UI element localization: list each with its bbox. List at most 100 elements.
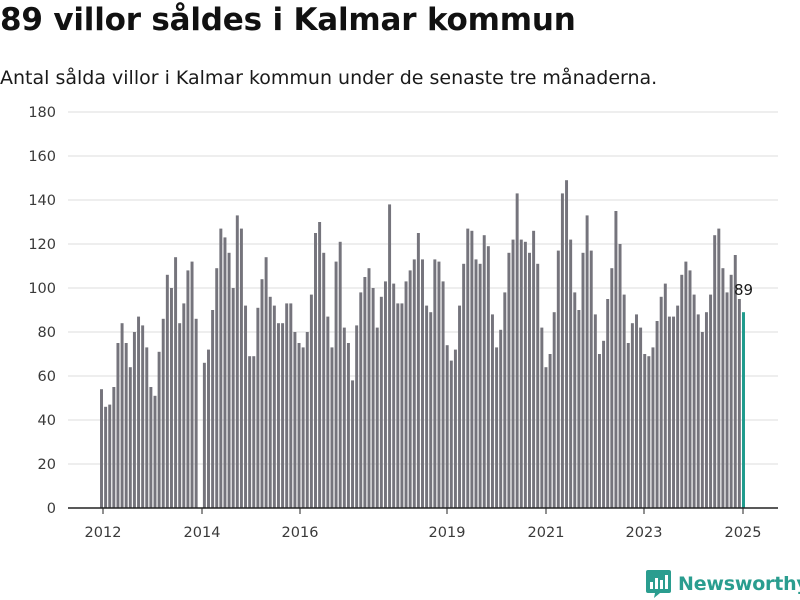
bar <box>153 395 157 508</box>
bar <box>248 356 252 508</box>
bar <box>622 294 626 508</box>
bar <box>342 327 346 508</box>
bar <box>696 314 700 508</box>
bar <box>132 332 136 508</box>
bar <box>375 327 379 508</box>
x-axis-ticks: 2012 2014 2016 2019 2021 2023 2025 <box>85 508 761 541</box>
bar <box>293 332 297 508</box>
bar <box>630 323 634 508</box>
bar <box>560 193 564 508</box>
x-tick-label: 2021 <box>528 525 565 541</box>
bar <box>165 274 169 508</box>
bar <box>659 296 663 508</box>
bar <box>614 211 618 508</box>
bar <box>239 228 243 508</box>
bar <box>194 318 198 508</box>
bar <box>363 277 367 508</box>
bar <box>326 316 330 508</box>
bar <box>297 343 301 508</box>
bar <box>585 215 589 508</box>
bar <box>207 349 210 508</box>
y-tick-label: 120 <box>28 237 56 253</box>
bar <box>231 288 235 508</box>
bar <box>499 329 503 508</box>
bar <box>478 263 482 508</box>
bar <box>178 323 182 508</box>
bar <box>182 303 186 508</box>
bar <box>174 257 178 508</box>
bar <box>322 252 326 508</box>
bar <box>128 367 132 508</box>
bar <box>515 193 519 508</box>
y-axis-ticks: 0 20 40 60 80 100 120 140 160 180 <box>28 105 56 517</box>
bar <box>470 230 474 509</box>
bar <box>396 303 400 508</box>
bar <box>112 387 116 508</box>
bar <box>733 255 737 508</box>
bar <box>449 360 453 508</box>
bar <box>692 294 696 508</box>
y-tick-label: 100 <box>28 281 56 297</box>
bar <box>285 303 289 508</box>
bar <box>589 250 593 508</box>
bar <box>215 268 219 508</box>
bar <box>334 261 338 508</box>
bar <box>474 259 478 508</box>
bar <box>359 292 363 508</box>
bar <box>540 327 544 508</box>
bar <box>597 354 601 508</box>
bar <box>466 228 470 508</box>
bar <box>519 239 523 508</box>
bar <box>314 233 317 508</box>
bar <box>149 387 153 508</box>
bar <box>684 261 688 508</box>
bar <box>268 296 272 508</box>
bar <box>104 406 108 508</box>
bar <box>338 241 342 509</box>
bar <box>709 294 713 508</box>
bar <box>639 327 643 508</box>
bar <box>643 354 647 508</box>
bar <box>137 316 141 508</box>
bar <box>647 356 651 508</box>
bar <box>618 244 622 508</box>
bar <box>141 325 145 508</box>
bar <box>602 340 606 508</box>
page-title: 89 villor såldes i Kalmar kommun <box>0 2 576 38</box>
bar <box>400 303 404 508</box>
newsworthy-logo: Newsworthy <box>645 568 800 600</box>
y-tick-label: 40 <box>38 413 56 429</box>
bar <box>729 274 733 508</box>
bar <box>169 288 173 508</box>
bar <box>383 281 387 508</box>
bar <box>421 259 424 508</box>
bar <box>272 305 276 508</box>
bar <box>667 316 671 508</box>
bar <box>721 268 725 508</box>
bar <box>429 312 433 508</box>
y-tick-label: 20 <box>38 457 56 473</box>
bar <box>672 316 676 508</box>
bar <box>305 332 309 508</box>
bar <box>453 349 457 508</box>
bar <box>569 239 573 508</box>
y-tick-label: 160 <box>28 149 56 165</box>
x-tick-label: 2019 <box>429 525 466 541</box>
bar <box>145 347 149 508</box>
bar <box>445 345 449 508</box>
bar <box>202 362 206 508</box>
bar <box>404 281 408 508</box>
bar <box>219 228 223 508</box>
bar <box>441 281 445 508</box>
bar <box>680 274 684 508</box>
bar <box>260 279 264 508</box>
bar <box>124 343 128 508</box>
bar <box>190 261 194 508</box>
newsworthy-chart-bubble-icon <box>646 570 671 598</box>
bar <box>651 347 655 508</box>
bar <box>490 314 494 508</box>
bar-latest <box>742 312 745 508</box>
bar <box>116 343 120 508</box>
bar <box>482 235 486 508</box>
